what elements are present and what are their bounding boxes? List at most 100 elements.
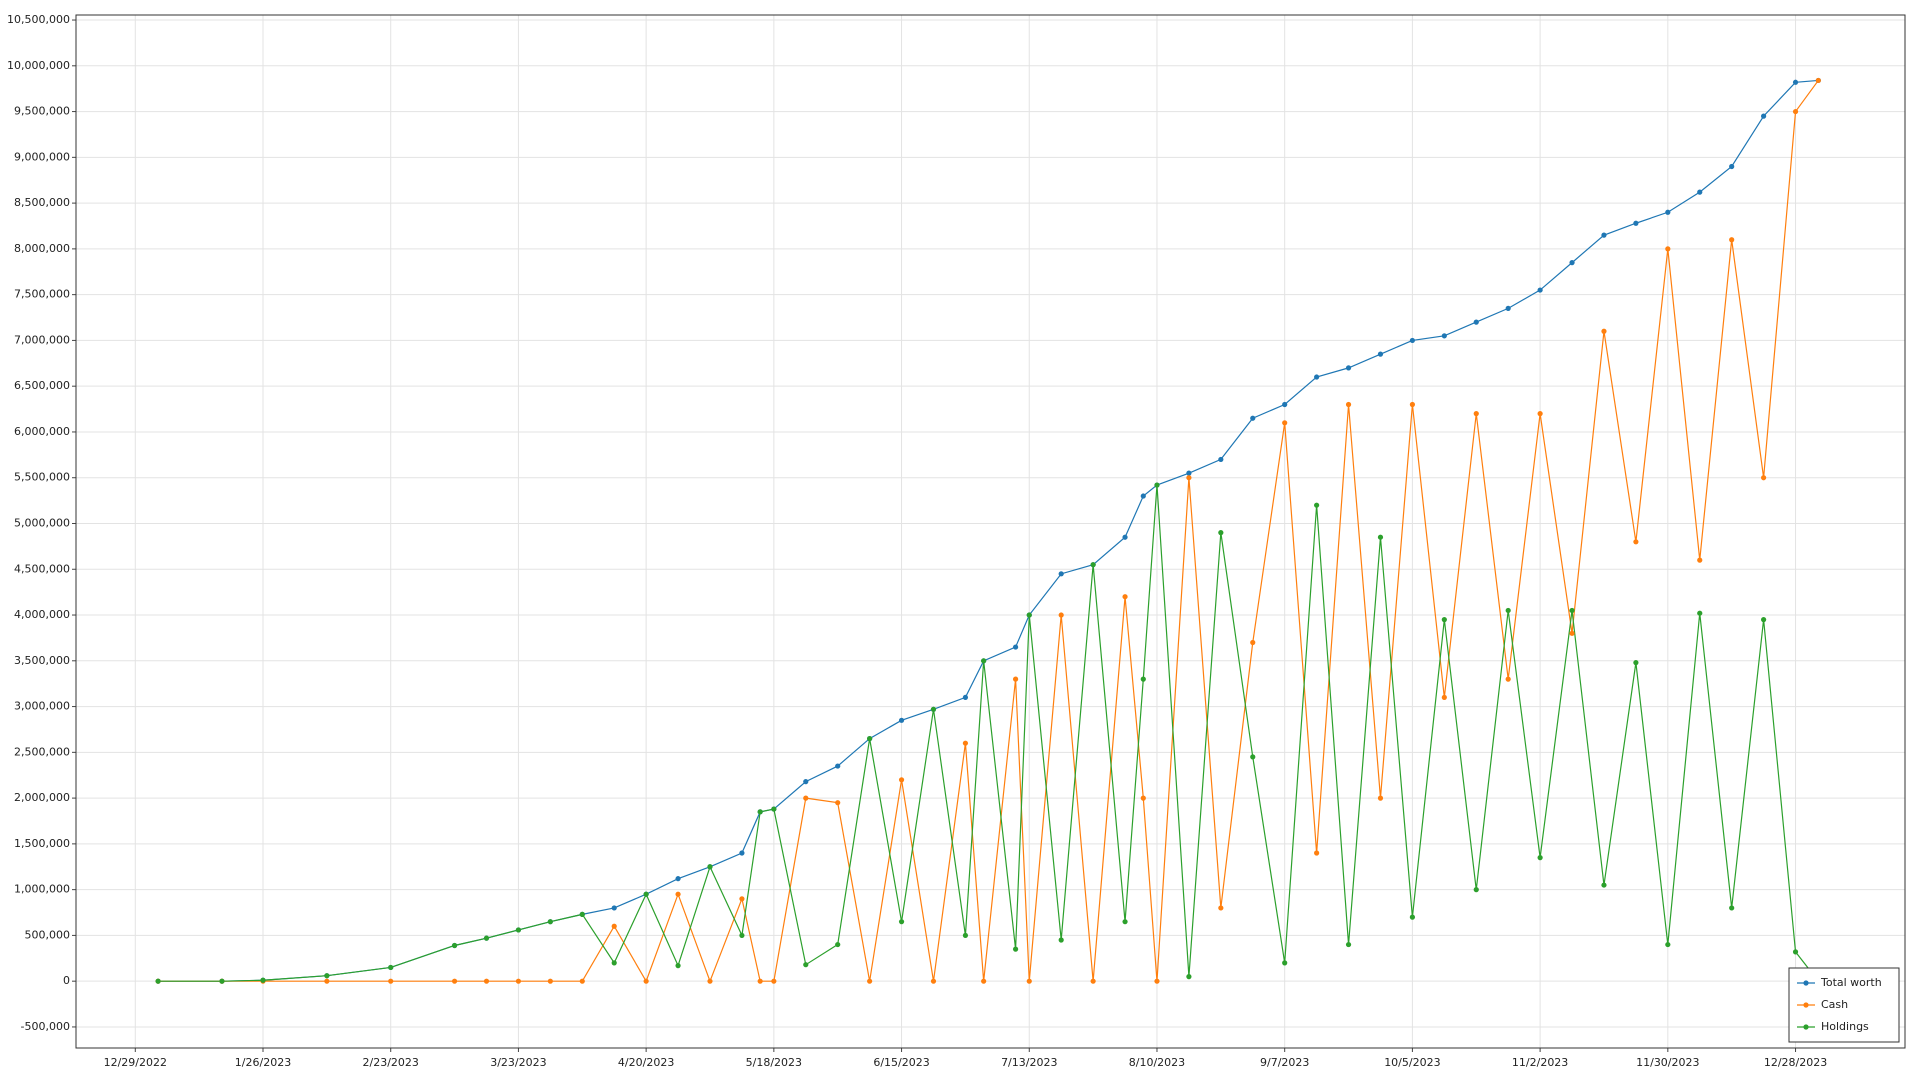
point xyxy=(707,864,713,870)
y-tick-label: 2,000,000 xyxy=(14,791,70,804)
point xyxy=(757,809,763,815)
point xyxy=(1665,246,1671,252)
plot-frame xyxy=(75,14,1906,1049)
point xyxy=(1122,534,1128,540)
point xyxy=(1409,914,1416,920)
point xyxy=(1250,415,1256,421)
x-tick-label: 11/30/2023 xyxy=(1636,1056,1699,1069)
point xyxy=(1697,610,1703,616)
point xyxy=(1058,937,1064,943)
point xyxy=(1186,475,1192,481)
point xyxy=(1815,77,1821,84)
legend-label: Total worth xyxy=(1820,976,1882,989)
y-tick-label: 7,500,000 xyxy=(14,288,70,301)
y-tick-label: 9,500,000 xyxy=(14,105,70,118)
point xyxy=(1537,855,1543,861)
legend: Total worth Cash Holdings xyxy=(1788,967,1900,1043)
point xyxy=(1505,305,1511,311)
point xyxy=(451,978,458,984)
point xyxy=(1537,411,1543,417)
point xyxy=(675,891,681,897)
point xyxy=(1792,949,1799,955)
x-tick-label: 10/5/2023 xyxy=(1384,1056,1440,1069)
point xyxy=(1314,850,1320,856)
series-line xyxy=(158,79,1819,982)
point xyxy=(483,935,490,941)
point xyxy=(1473,887,1479,893)
y-tick-label: 8,500,000 xyxy=(14,196,70,209)
y-tick-label: 2,500,000 xyxy=(14,745,70,758)
y-tick-label: 6,000,000 xyxy=(14,425,70,438)
point xyxy=(1026,612,1032,618)
point xyxy=(1250,639,1256,646)
x-tick-label: 7/13/2023 xyxy=(1001,1056,1057,1069)
point xyxy=(867,978,873,984)
point xyxy=(930,978,937,984)
point xyxy=(1186,974,1192,980)
point xyxy=(611,905,617,911)
point xyxy=(771,978,777,984)
point xyxy=(1761,617,1767,623)
point xyxy=(1601,328,1607,334)
point xyxy=(1140,795,1146,801)
legend-label: Cash xyxy=(1821,998,1848,1011)
point xyxy=(1569,607,1575,614)
point xyxy=(1633,660,1639,666)
point xyxy=(1345,401,1352,408)
x-tick-label: 9/7/2023 xyxy=(1260,1056,1309,1069)
y-tick-label: 5,000,000 xyxy=(14,516,70,529)
point xyxy=(898,777,905,783)
y-tick-label: 4,500,000 xyxy=(14,562,70,575)
point xyxy=(1154,482,1160,488)
point xyxy=(930,706,937,712)
point xyxy=(803,795,809,801)
point xyxy=(1140,676,1146,682)
y-tick-label: 7,000,000 xyxy=(14,333,70,346)
point xyxy=(1058,571,1064,577)
point xyxy=(1218,905,1224,911)
point xyxy=(324,978,330,984)
point xyxy=(898,717,905,723)
x-tick-label: 12/28/2023 xyxy=(1764,1056,1827,1069)
point xyxy=(835,941,841,948)
point xyxy=(579,911,585,917)
point xyxy=(962,740,969,746)
point xyxy=(611,960,617,966)
point xyxy=(1012,644,1019,650)
x-tick-label: 8/10/2023 xyxy=(1129,1056,1185,1069)
point xyxy=(1792,108,1799,115)
point xyxy=(1345,365,1352,371)
point xyxy=(1377,351,1384,357)
point xyxy=(1601,232,1607,238)
point xyxy=(1473,411,1479,417)
point xyxy=(1090,562,1096,568)
y-tick-label: 3,500,000 xyxy=(14,654,70,667)
point xyxy=(981,978,987,984)
series-line xyxy=(158,80,1819,983)
point xyxy=(1314,502,1320,508)
point xyxy=(1537,287,1543,293)
point xyxy=(483,978,490,984)
point xyxy=(739,896,745,902)
point xyxy=(1090,978,1096,984)
series-line xyxy=(158,485,1819,982)
point xyxy=(739,850,745,856)
x-tick-label: 6/15/2023 xyxy=(873,1056,929,1069)
y-tick-label: 1,500,000 xyxy=(14,837,70,850)
point xyxy=(1140,493,1146,499)
point xyxy=(898,919,905,925)
legend-label: Holdings xyxy=(1821,1020,1869,1033)
point xyxy=(1282,420,1288,426)
y-tick-label: 10,000,000 xyxy=(7,59,70,72)
point xyxy=(675,963,681,969)
point xyxy=(1186,470,1192,476)
y-tick-label: -500,000 xyxy=(21,1020,70,1033)
point xyxy=(962,694,969,701)
point xyxy=(1441,694,1447,701)
point xyxy=(981,658,987,664)
point xyxy=(643,978,649,984)
point xyxy=(1633,220,1639,226)
point xyxy=(835,763,841,769)
y-tick-label: 1,000,000 xyxy=(14,883,70,896)
point xyxy=(1377,534,1384,540)
